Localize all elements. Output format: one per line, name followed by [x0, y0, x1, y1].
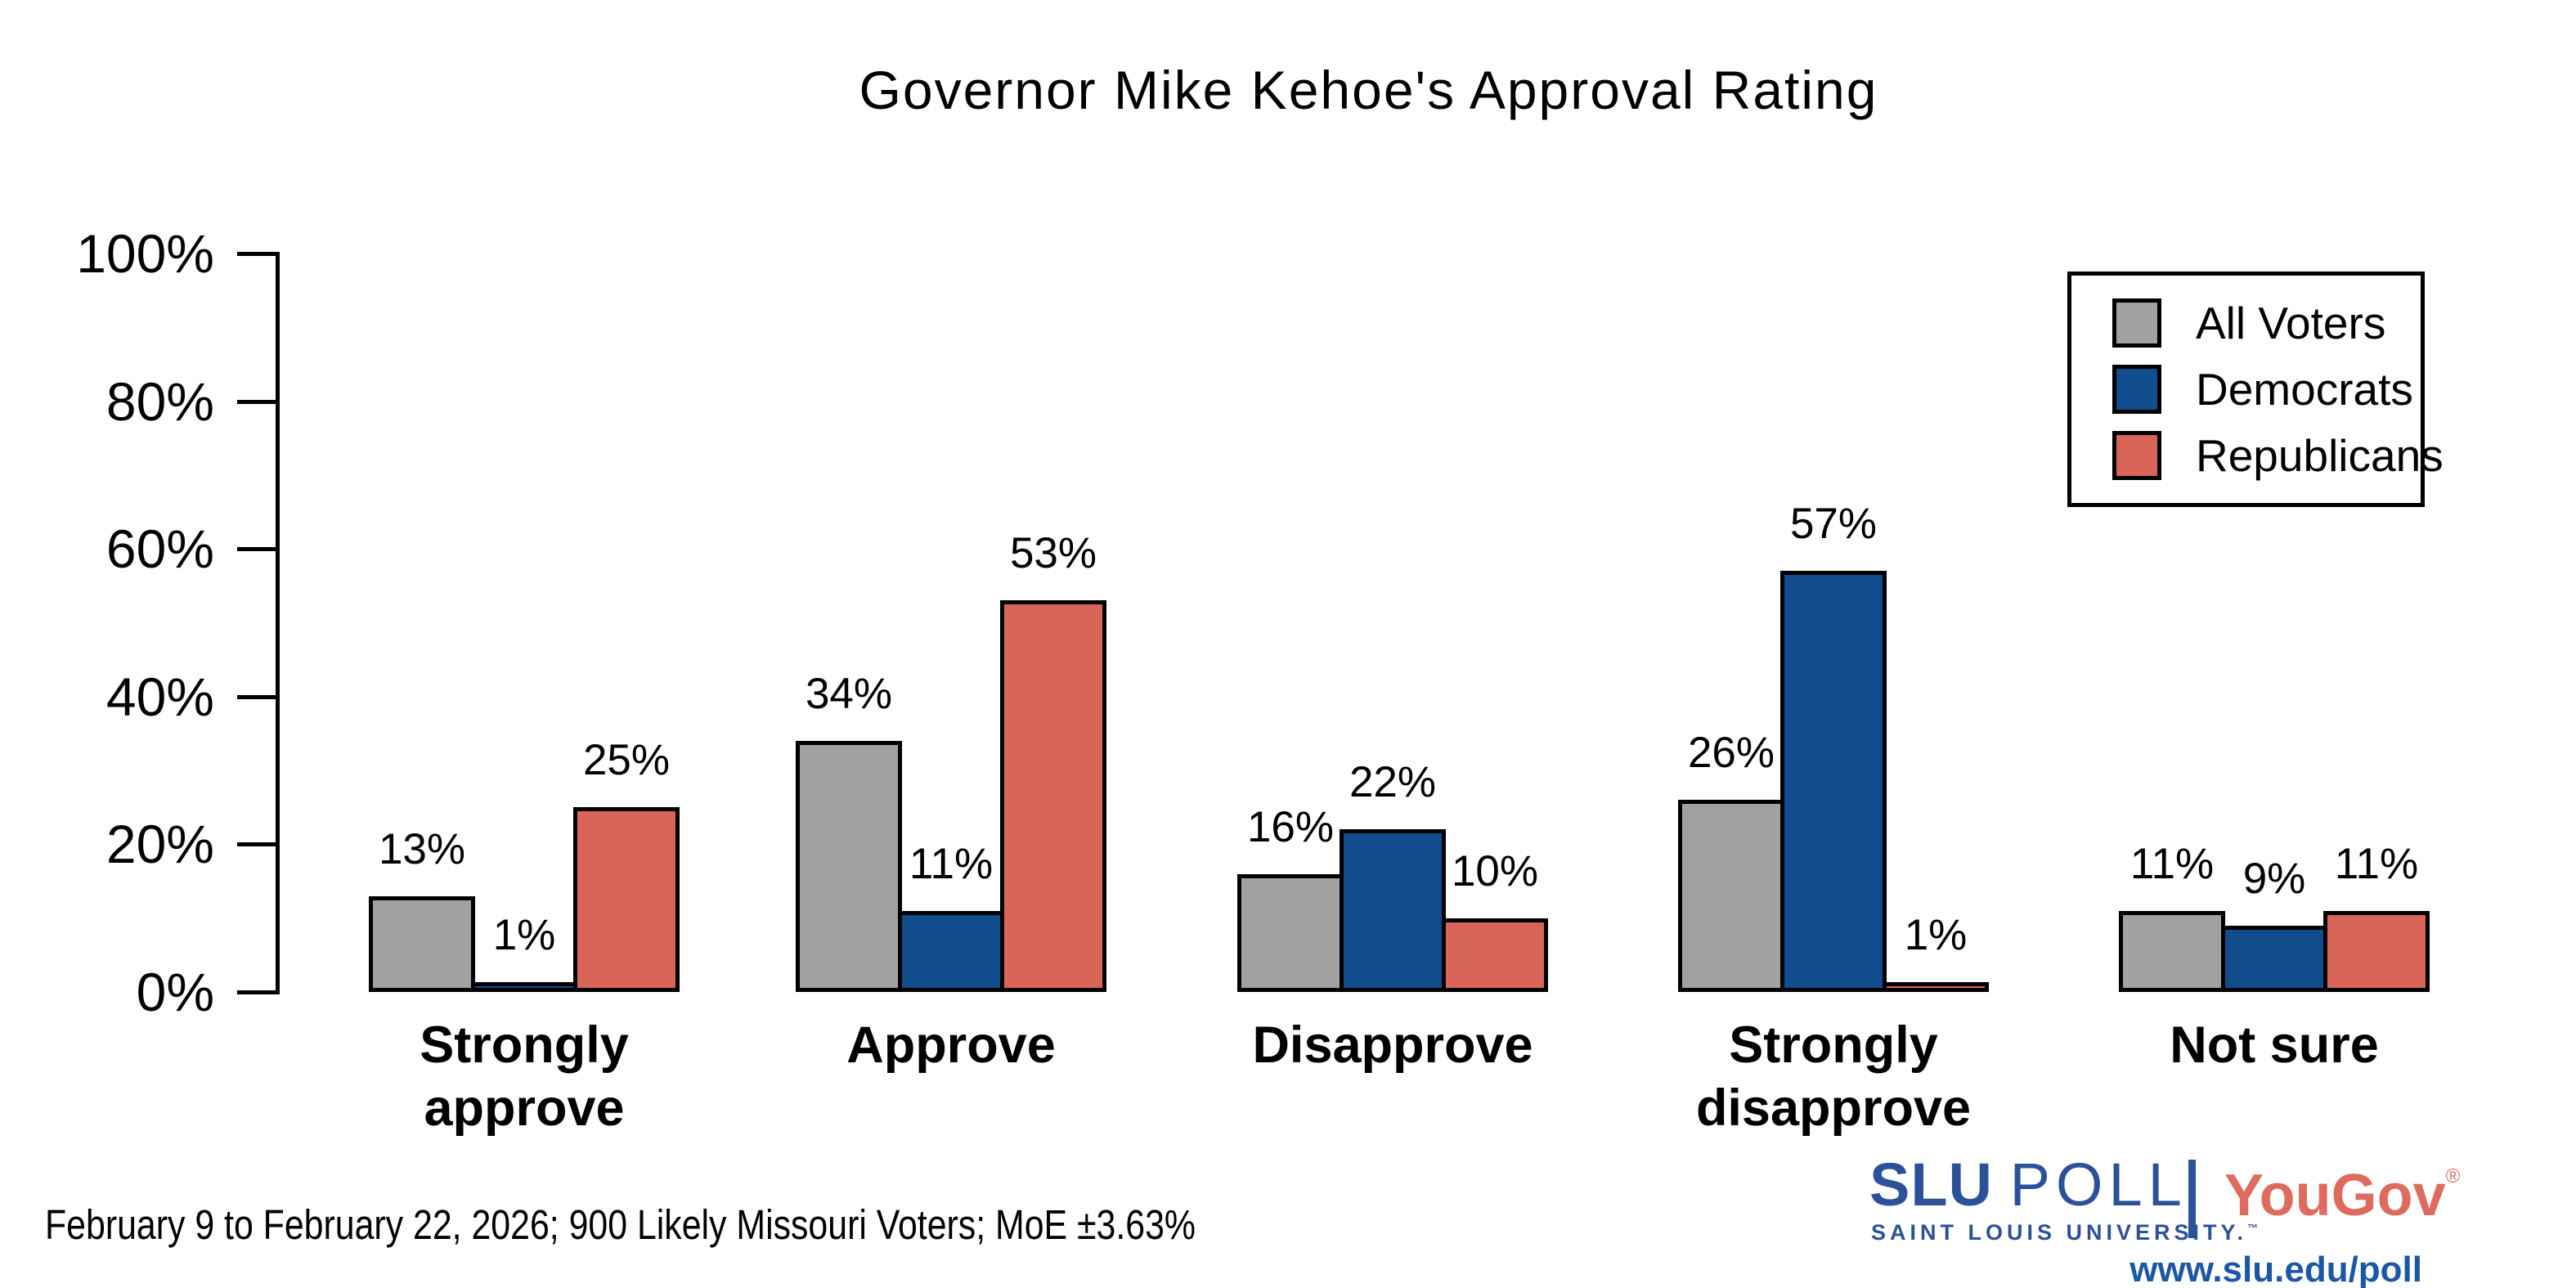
bar-group: 11% 9% 11%: [2118, 254, 2430, 992]
bar-value-label: 11%: [2129, 840, 2215, 889]
bar-republicans: [573, 807, 680, 992]
legend-swatch-republicans: [2112, 431, 2161, 480]
bar-column: 25%: [573, 736, 680, 992]
legend-item: Republicans: [2112, 429, 2444, 482]
y-tick-label: 80%: [105, 370, 214, 432]
poll-text: POLL: [2009, 1151, 2188, 1218]
legend-swatch-all-voters: [2112, 298, 2161, 348]
legend-item: All Voters: [2112, 297, 2421, 349]
bar-all-voters: [796, 741, 902, 992]
bar-value-label: 53%: [1009, 529, 1097, 578]
bar-column: 11%: [2119, 840, 2225, 992]
bar-value-label: 11%: [2334, 840, 2419, 889]
y-tick-label: 0%: [136, 962, 214, 1022]
bar-value-label: 34%: [805, 670, 893, 719]
bar-republicans: [1000, 600, 1106, 992]
bar-republicans: [2323, 911, 2430, 992]
bar-value-label: 25%: [582, 736, 671, 785]
y-tick-mark: [237, 547, 278, 552]
bar-column: 11%: [2323, 840, 2430, 992]
y-tick-mark: [237, 990, 278, 994]
bar-democrats: [898, 911, 1004, 992]
bar-column: 16%: [1237, 803, 1344, 992]
bar-value-label: 1%: [1904, 911, 1968, 960]
y-tick-label: 20%: [105, 814, 214, 875]
saint-louis-university-text: SAINT LOUIS UNIVERSITY.™: [1871, 1220, 2259, 1245]
y-tick-mark: [237, 842, 278, 847]
bar-group: 34% 11% 53%: [795, 254, 1107, 992]
bar-column: 11%: [898, 840, 1004, 992]
category-label: Strongly approve: [420, 1016, 629, 1137]
yougov-wordmark: YouGov®: [2224, 1163, 2461, 1228]
bar-column: 13%: [369, 825, 475, 992]
bar-republicans: [1883, 982, 1989, 992]
category-label: Disapprove: [1252, 1016, 1533, 1074]
bar-value-label: 22%: [1349, 758, 1437, 807]
logo-divider: [2188, 1160, 2196, 1238]
y-tick-mark: [237, 252, 278, 256]
bar-column: 26%: [1678, 729, 1784, 992]
bar-democrats: [471, 982, 577, 992]
y-tick-label: 40%: [105, 666, 214, 727]
y-axis-line: [276, 252, 280, 994]
slu-poll-wordmark: SLU POLL: [1869, 1155, 2188, 1215]
y-tick-label: 60%: [105, 518, 214, 580]
bar-column: 53%: [1000, 529, 1106, 992]
category-label: Approve: [846, 1016, 1056, 1074]
bar-column: 9%: [2221, 855, 2327, 992]
bar-value-label: 16%: [1246, 803, 1335, 852]
bar-value-label: 13%: [378, 825, 466, 874]
bar-all-voters: [1237, 874, 1344, 992]
y-tick-mark: [237, 399, 278, 404]
y-tick-mark: [237, 694, 278, 699]
legend-item: Democrats: [2112, 363, 2421, 415]
bar-value-label: 10%: [1451, 847, 1539, 896]
legend-label: Democrats: [2196, 364, 2413, 415]
legend-label: Republicans: [2196, 430, 2444, 481]
bar-all-voters: [369, 896, 475, 992]
bar-republicans: [1442, 918, 1548, 992]
footnote: February 9 to February 22, 2026; 900 Lik…: [45, 1201, 1196, 1248]
y-tick-label: 100%: [76, 223, 214, 284]
bar-value-label: 1%: [492, 911, 556, 960]
registered-symbol: ®: [2445, 1165, 2461, 1187]
bar-democrats: [2221, 926, 2327, 992]
bar-all-voters: [1678, 800, 1784, 992]
bar-column: 22%: [1340, 758, 1446, 992]
bar-value-label: 11%: [909, 840, 994, 889]
legend-swatch-democrats: [2112, 365, 2161, 414]
bar-group: 13% 1% 25%: [368, 254, 680, 992]
bar-democrats: [1780, 571, 1887, 992]
bar-all-voters: [2119, 911, 2225, 992]
bar-column: 34%: [796, 670, 902, 992]
bar-column: 1%: [471, 911, 577, 992]
chart-title: Governor Mike Kehoe's Approval Rating: [859, 60, 1878, 120]
category-label: Not sure: [2170, 1016, 2379, 1074]
category-label: Strongly disapprove: [1695, 1016, 1972, 1137]
slu-poll-url: www.slu.edu/poll: [2129, 1250, 2422, 1288]
bar-column: 10%: [1442, 847, 1548, 992]
bar-column: 57%: [1780, 500, 1887, 992]
slu-text: SLU: [1869, 1151, 1993, 1218]
bar-value-label: 9%: [2242, 855, 2306, 904]
bar-value-label: 26%: [1687, 729, 1775, 778]
bar-democrats: [1340, 829, 1446, 992]
legend: All Voters Democrats Republicans: [2067, 272, 2444, 507]
bar-column: 1%: [1883, 911, 1989, 992]
bar-group: 16% 22% 10%: [1236, 254, 1549, 992]
trademark-symbol: ™: [2247, 1222, 2259, 1234]
legend-label: All Voters: [2196, 298, 2386, 348]
slu-yougov-logo: SLU POLL SAINT LOUIS UNIVERSITY.™ YouGov…: [1869, 1155, 2460, 1288]
bar-value-label: 57%: [1789, 500, 1878, 549]
bar-group: 26% 57% 1%: [1677, 254, 1990, 992]
